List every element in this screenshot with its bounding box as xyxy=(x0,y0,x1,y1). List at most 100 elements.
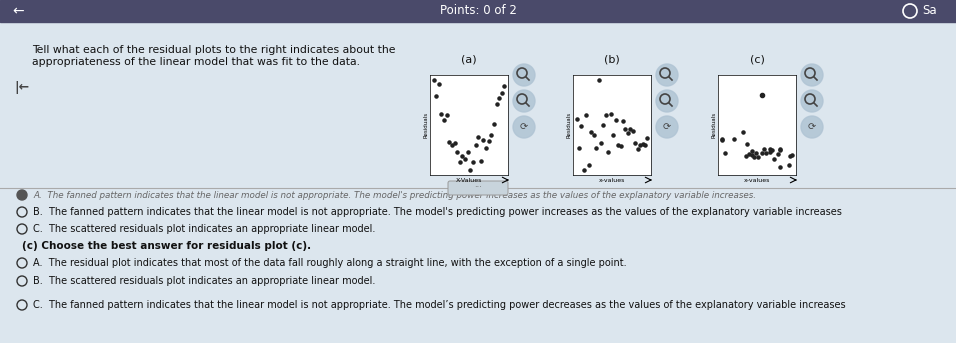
Point xyxy=(640,135,655,141)
X-axis label: X-Values: X-Values xyxy=(456,178,482,183)
Text: (a): (a) xyxy=(461,55,477,65)
Text: (c) Choose the best answer for residuals plot (c).: (c) Choose the best answer for residuals… xyxy=(22,241,311,251)
Point xyxy=(750,154,765,159)
Point xyxy=(605,132,620,138)
Point xyxy=(481,139,496,144)
Point xyxy=(487,121,502,127)
Point xyxy=(491,95,507,100)
Point xyxy=(630,146,645,152)
Point xyxy=(484,132,499,138)
Point xyxy=(746,155,761,160)
Text: ⟳: ⟳ xyxy=(520,122,528,132)
Text: ···: ··· xyxy=(474,184,482,192)
Circle shape xyxy=(513,90,535,112)
Point xyxy=(613,143,628,149)
Point xyxy=(436,117,451,122)
Point xyxy=(578,112,594,118)
Point xyxy=(446,141,462,146)
Point xyxy=(439,112,454,118)
Text: C.  The scattered residuals plot indicates an appropriate linear model.: C. The scattered residuals plot indicate… xyxy=(33,224,376,234)
Point xyxy=(772,147,788,153)
Point xyxy=(457,156,472,162)
Point xyxy=(736,129,751,135)
Point xyxy=(740,141,755,146)
Circle shape xyxy=(513,64,535,86)
Text: (c): (c) xyxy=(750,55,765,65)
Point xyxy=(494,91,510,96)
Point xyxy=(455,153,470,159)
Text: ⟳: ⟳ xyxy=(663,122,671,132)
Point xyxy=(757,146,772,152)
Text: Tell what each of the residual plots to the right indicates about the
appropriat: Tell what each of the residual plots to … xyxy=(32,45,396,67)
Point xyxy=(782,153,797,159)
Point xyxy=(576,168,592,173)
X-axis label: x-values: x-values xyxy=(598,178,625,183)
Text: ←: ← xyxy=(12,4,24,18)
Point xyxy=(714,137,729,143)
Point xyxy=(745,148,760,153)
Point xyxy=(581,162,597,167)
Point xyxy=(763,146,778,152)
Point xyxy=(466,159,481,165)
Point xyxy=(718,150,733,156)
Point xyxy=(497,83,512,89)
Point xyxy=(445,142,460,147)
Point xyxy=(473,158,489,164)
Point xyxy=(598,113,614,118)
X-axis label: x-values: x-values xyxy=(744,178,771,183)
Point xyxy=(627,140,642,146)
Point xyxy=(635,141,650,147)
Text: B.  The fanned pattern indicates that the linear model is not appropriate. The m: B. The fanned pattern indicates that the… xyxy=(33,207,842,217)
Point xyxy=(727,137,742,142)
Point xyxy=(449,149,465,154)
Point xyxy=(594,140,609,146)
Point xyxy=(622,126,638,132)
Text: Points: 0 of 2: Points: 0 of 2 xyxy=(440,4,516,17)
Text: ⟳: ⟳ xyxy=(808,122,816,132)
Point xyxy=(762,149,777,155)
Point xyxy=(434,111,449,117)
Circle shape xyxy=(17,190,27,200)
Text: A.  The residual plot indicates that most of the data fall roughly along a strai: A. The residual plot indicates that most… xyxy=(33,258,626,268)
Point xyxy=(765,147,780,153)
Point xyxy=(591,77,606,82)
Point xyxy=(489,102,504,107)
Point xyxy=(771,151,786,156)
Text: |←: |← xyxy=(14,82,29,95)
Circle shape xyxy=(656,64,678,86)
Point xyxy=(772,146,788,151)
Point xyxy=(431,81,446,86)
Point xyxy=(589,145,604,151)
Point xyxy=(467,142,483,148)
Circle shape xyxy=(656,90,678,112)
Point xyxy=(618,127,633,132)
Point xyxy=(442,139,457,144)
Point xyxy=(749,151,764,156)
Point xyxy=(428,94,444,99)
Point xyxy=(583,129,598,134)
Point xyxy=(572,145,587,151)
Point xyxy=(781,162,796,167)
Point xyxy=(569,116,584,122)
Point xyxy=(758,150,773,155)
Point xyxy=(460,149,475,155)
Point xyxy=(611,142,626,148)
Circle shape xyxy=(801,64,823,86)
Point xyxy=(596,122,611,128)
Text: B.  The scattered residuals plot indicates an appropriate linear model.: B. The scattered residuals plot indicate… xyxy=(33,276,376,286)
Text: Sa: Sa xyxy=(923,4,937,17)
Point xyxy=(633,142,648,147)
Text: C.  The fanned pattern indicates that the linear model is not appropriate. The m: C. The fanned pattern indicates that the… xyxy=(33,300,846,310)
Y-axis label: Residuals: Residuals xyxy=(567,112,572,138)
Point xyxy=(463,168,478,173)
Circle shape xyxy=(801,116,823,138)
Point xyxy=(620,130,636,136)
Point xyxy=(766,156,781,162)
Point xyxy=(744,152,759,157)
Circle shape xyxy=(801,90,823,112)
Point xyxy=(574,123,589,128)
FancyBboxPatch shape xyxy=(448,181,508,195)
Y-axis label: Residuals: Residuals xyxy=(424,112,428,138)
Point xyxy=(714,137,729,142)
Point xyxy=(616,118,631,124)
